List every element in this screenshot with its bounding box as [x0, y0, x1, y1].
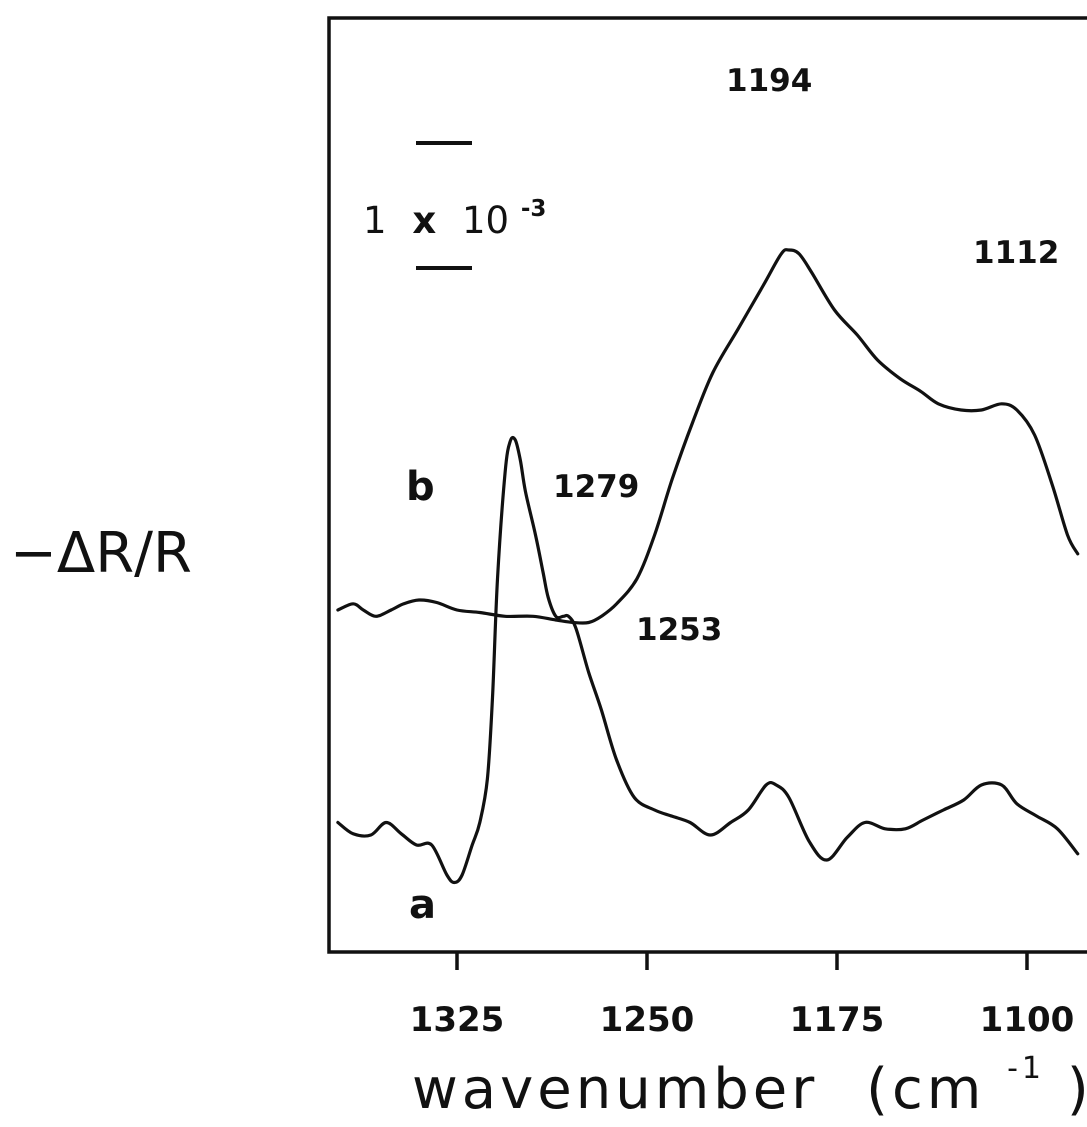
spectra: [336, 248, 1080, 885]
spectrum-line-b: [336, 248, 1080, 625]
x-axis-label: wavenumber (cm -1 ): [412, 1027, 1087, 1122]
x-tick-label-1250: 1250: [600, 1000, 695, 1040]
peak-label-1112: 1112: [973, 235, 1059, 271]
x-tick-label-1325: 1325: [410, 1000, 505, 1040]
peak-label-1279: 1279: [553, 469, 639, 505]
plot-frame: [327, 16, 1087, 954]
scale-bar: 1 x 10 -3: [363, 141, 546, 270]
spectrum-line-a: [336, 435, 1080, 885]
peak-label-1253: 1253: [636, 612, 722, 648]
x-axis-ticks: [455, 952, 1029, 970]
y-axis-label: −ΔR/R: [10, 521, 192, 586]
scale-bar-label: 1 x 10 -3: [363, 196, 546, 242]
peak-label-1194: 1194: [726, 63, 812, 99]
x-axis-tick-labels: 1325 1250 1175 1100: [410, 1000, 1075, 1040]
series-label-a: a: [409, 882, 436, 928]
x-tick-label-1100: 1100: [980, 1000, 1075, 1040]
series-label-b: b: [406, 464, 435, 510]
x-tick-label-1175: 1175: [790, 1000, 885, 1040]
